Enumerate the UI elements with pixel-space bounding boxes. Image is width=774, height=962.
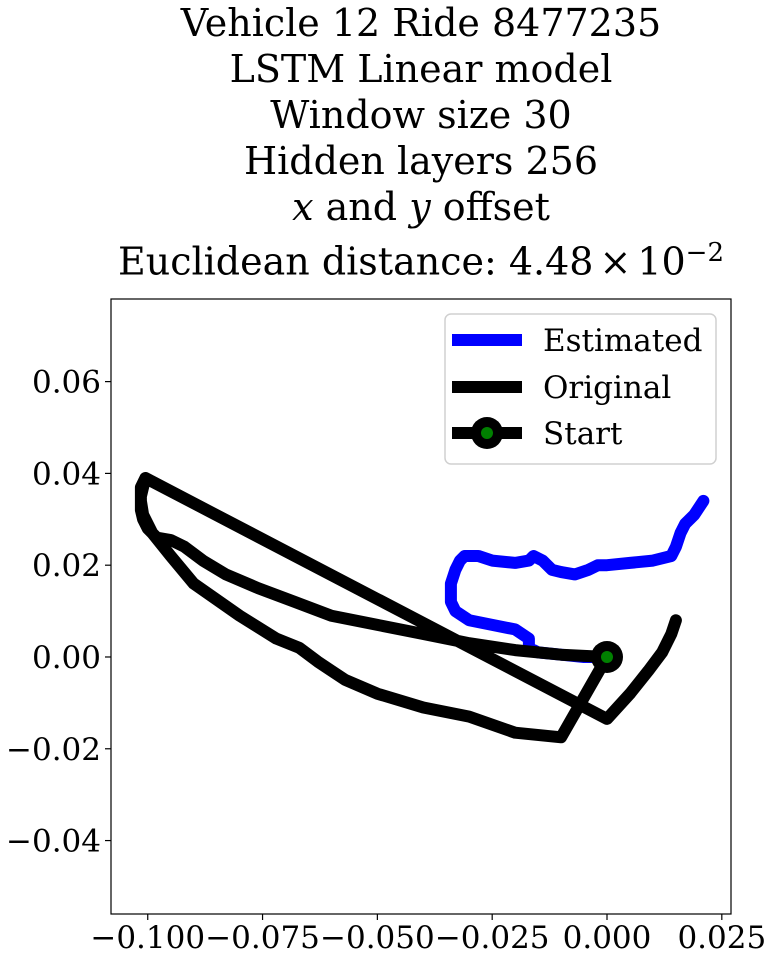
title-times: × (599, 239, 632, 284)
title-and: and (313, 185, 410, 229)
legend-estimated-label: Estimated (543, 323, 702, 359)
legend-box (444, 313, 717, 465)
y-tick-label: 0.04 (32, 456, 101, 492)
title-base: 10 (637, 239, 686, 284)
title-line-vehicle: Vehicle 12 Ride 8477235 (180, 1, 662, 45)
title-x-var: x (292, 185, 314, 229)
y-axis: −0.04 −0.02 0.00 0.02 0.04 0.06 (6, 365, 111, 860)
title-y-var: y (409, 185, 431, 229)
x-axis: −0.100 −0.075 −0.050 −0.025 0.000 0.025 (90, 914, 766, 956)
title-exponent: −2 (685, 238, 724, 268)
title-offset: offset (430, 185, 550, 229)
series-line-estimated (444, 494, 710, 663)
title-line-window: Window size 30 (270, 93, 572, 137)
title-line-model: LSTM Linear model (229, 47, 613, 91)
x-tick-label: 0.025 (677, 920, 766, 956)
x-tick-label: −0.075 (205, 920, 320, 956)
y-tick-label: −0.02 (6, 732, 101, 768)
series-layer (134, 472, 710, 744)
title-distance-prefix: Euclidean distance: 4.48 (118, 239, 594, 284)
title-line-distance: Euclidean distance: 4.48 × 10−2 (0, 230, 774, 285)
chart-title: Vehicle 12 Ride 8477235 LSTM Linear mode… (0, 0, 774, 285)
y-tick-label: 0.00 (32, 640, 101, 676)
plot-frame (110, 298, 732, 915)
legend: Estimated Original Start (444, 313, 717, 465)
legend-original-label: Original (543, 370, 671, 406)
title-line-hidden: Hidden layers 256 (243, 139, 599, 183)
x-tick-label: −0.050 (320, 920, 435, 956)
legend-start-marker-center (481, 427, 493, 439)
x-tick-label: −0.100 (90, 920, 205, 956)
y-tick-label: 0.02 (32, 548, 101, 584)
start-marker-center (601, 650, 613, 663)
y-tick-label: −0.04 (6, 824, 101, 860)
title-line-offset: x and y offset (0, 184, 774, 230)
legend-start-label: Start (543, 416, 623, 452)
y-tick-label: 0.06 (32, 365, 101, 401)
x-tick-label: 0.000 (563, 920, 652, 956)
series-line-original (134, 472, 682, 744)
x-tick-label: −0.025 (435, 920, 550, 956)
